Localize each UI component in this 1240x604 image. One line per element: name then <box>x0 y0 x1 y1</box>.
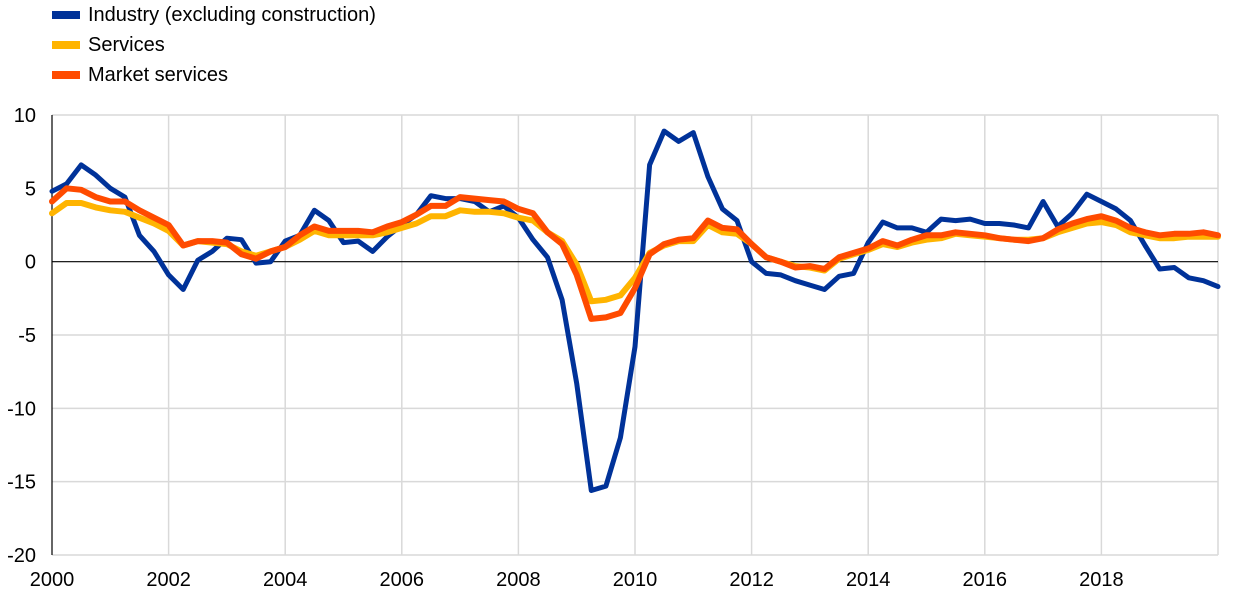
legend-swatch-industry <box>52 11 80 19</box>
legend-label-services: Services <box>88 33 165 56</box>
x-tick-label: 2006 <box>380 569 425 591</box>
industry-line <box>49 128 1221 493</box>
legend-label-market-services: Market services <box>88 63 229 86</box>
tick-labels: 2000 2002 2004 2006 2008 2010 2012 2014 2016 2018… <box>7 105 1124 591</box>
x-tick-label: 2004 <box>263 569 308 591</box>
x-tick-label: 2010 <box>613 569 658 591</box>
legend-swatch-services <box>52 41 80 49</box>
x-tick-label: 2016 <box>963 569 1008 591</box>
legend-swatch-market-services <box>52 71 80 79</box>
y-tick-label: 5 <box>25 178 36 200</box>
x-tick-label: 2018 <box>1079 569 1124 591</box>
series-lines <box>49 128 1221 493</box>
y-tick-label: -15 <box>7 472 36 494</box>
legend-item-industry: Industry (excluding construction) <box>52 0 376 30</box>
y-tick-label: -10 <box>7 398 36 420</box>
x-tick-label: 2012 <box>729 569 774 591</box>
x-tick-label: 2002 <box>146 569 191 591</box>
gridlines <box>52 114 1219 556</box>
y-tick-label: -5 <box>18 325 36 347</box>
y-tick-label: 0 <box>25 252 36 274</box>
y-tick-label: -20 <box>7 545 36 567</box>
market-services-line <box>49 185 1221 322</box>
legend-item-market-services: Market services <box>52 60 376 90</box>
x-tick-label: 2014 <box>846 569 891 591</box>
legend-item-services: Services <box>52 30 376 60</box>
x-tick-label: 2000 <box>30 569 75 591</box>
y-tick-label: 10 <box>14 105 36 127</box>
legend-label-industry: Industry (excluding construction) <box>88 3 376 26</box>
x-tick-label: 2008 <box>496 569 541 591</box>
legend: Industry (excluding construction) Servic… <box>52 0 376 90</box>
